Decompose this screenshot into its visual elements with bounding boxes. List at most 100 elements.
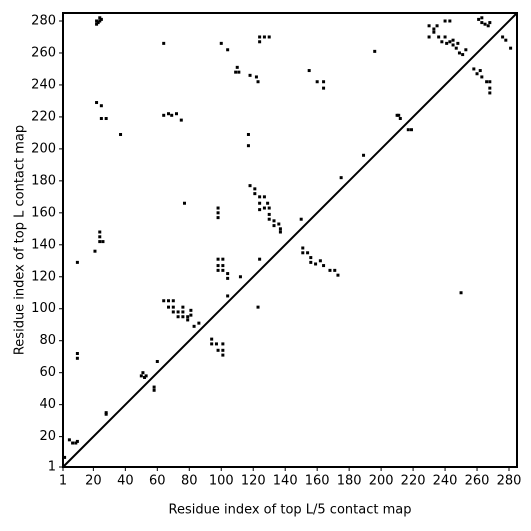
y-axis-label: Residue index of top L contact map: [13, 125, 28, 355]
contact-point: [238, 275, 242, 279]
y-tick-label: 220: [31, 109, 56, 124]
contact-point: [485, 80, 489, 84]
y-tick-label: 60: [39, 365, 56, 380]
y-tick-label: 240: [31, 77, 56, 92]
contact-point: [509, 46, 513, 50]
x-tick-label: 1: [59, 474, 67, 489]
contact-point: [328, 268, 332, 272]
contact-point: [443, 35, 447, 39]
contact-point: [75, 260, 79, 264]
contact-point: [162, 41, 166, 45]
contact-point: [98, 230, 102, 234]
contact-point: [171, 305, 175, 309]
contact-point: [478, 69, 482, 73]
x-tick-label: 160: [305, 474, 330, 489]
contact-point: [189, 308, 193, 312]
contact-point: [477, 17, 481, 21]
contact-point: [472, 67, 476, 71]
contact-point: [464, 48, 468, 52]
contact-point: [104, 412, 108, 416]
x-tick-label: 220: [401, 474, 426, 489]
contact-point: [95, 22, 99, 26]
contact-point: [216, 211, 220, 215]
contact-point: [186, 315, 190, 319]
contact-point: [189, 313, 193, 317]
contact-point: [216, 268, 220, 272]
contact-point: [267, 212, 271, 216]
x-tick-label: 120: [241, 474, 266, 489]
contact-point: [437, 35, 441, 39]
contact-point: [104, 411, 108, 415]
y-tick-label: 40: [39, 397, 56, 412]
contact-point: [480, 21, 484, 25]
contact-point: [197, 321, 201, 325]
contact-point: [237, 70, 241, 74]
contact-point: [451, 43, 455, 47]
contact-point: [226, 48, 230, 52]
contact-point: [248, 73, 252, 77]
contact-point: [318, 259, 322, 263]
contact-point: [74, 441, 78, 445]
contact-point: [409, 128, 413, 132]
contact-point: [248, 184, 252, 188]
contact-point: [253, 192, 257, 196]
y-tick-label: 160: [31, 205, 56, 220]
contact-point: [216, 206, 220, 210]
contact-point: [99, 104, 103, 108]
contact-point: [75, 356, 79, 360]
contact-point: [216, 348, 220, 352]
plot-frame: [62, 12, 518, 468]
contact-point: [322, 264, 326, 268]
y-tick-label: 1: [48, 460, 56, 475]
contact-point: [475, 72, 479, 76]
x-tick-label: 200: [369, 474, 394, 489]
x-tick-label: 140: [273, 474, 298, 489]
contact-point: [278, 227, 282, 231]
contact-point: [167, 112, 171, 116]
contact-point: [299, 217, 303, 221]
contact-point: [235, 65, 239, 69]
contact-point: [98, 16, 102, 20]
contact-point: [119, 132, 123, 136]
contact-point: [171, 310, 175, 314]
contact-point: [176, 315, 180, 319]
contact-point: [216, 257, 220, 261]
contact-point: [486, 24, 490, 28]
contact-point: [432, 30, 436, 34]
contact-point: [427, 24, 431, 28]
contact-point: [181, 310, 185, 314]
contact-point: [440, 40, 444, 44]
contact-point: [162, 113, 166, 117]
contact-point: [258, 195, 262, 199]
contact-point: [219, 41, 223, 45]
contact-point: [333, 268, 337, 272]
contact-point: [99, 117, 103, 121]
contact-point: [216, 216, 220, 220]
y-tick-label: 200: [31, 141, 56, 156]
contact-point: [141, 371, 145, 375]
x-tick-label: 100: [209, 474, 234, 489]
contact-point: [93, 249, 97, 253]
contact-point: [488, 21, 492, 25]
contact-point: [267, 35, 271, 39]
contact-point: [210, 337, 214, 341]
x-tick-label: 60: [149, 474, 166, 489]
x-tick-label: 40: [117, 474, 134, 489]
contact-point: [181, 305, 185, 309]
contact-point: [448, 40, 452, 44]
contact-point: [322, 86, 326, 90]
contact-point: [256, 305, 260, 309]
contact-point: [63, 455, 67, 459]
contact-point: [152, 388, 156, 392]
contact-point: [301, 251, 305, 255]
contact-point: [152, 385, 156, 389]
contact-point: [234, 70, 238, 74]
contact-point: [162, 299, 166, 303]
contact-point: [397, 113, 401, 117]
contact-point: [258, 40, 262, 44]
contact-point: [67, 438, 71, 442]
contact-point: [175, 112, 178, 116]
contact-point: [309, 256, 313, 260]
contact-point: [309, 260, 313, 264]
contact-point: [459, 291, 463, 295]
